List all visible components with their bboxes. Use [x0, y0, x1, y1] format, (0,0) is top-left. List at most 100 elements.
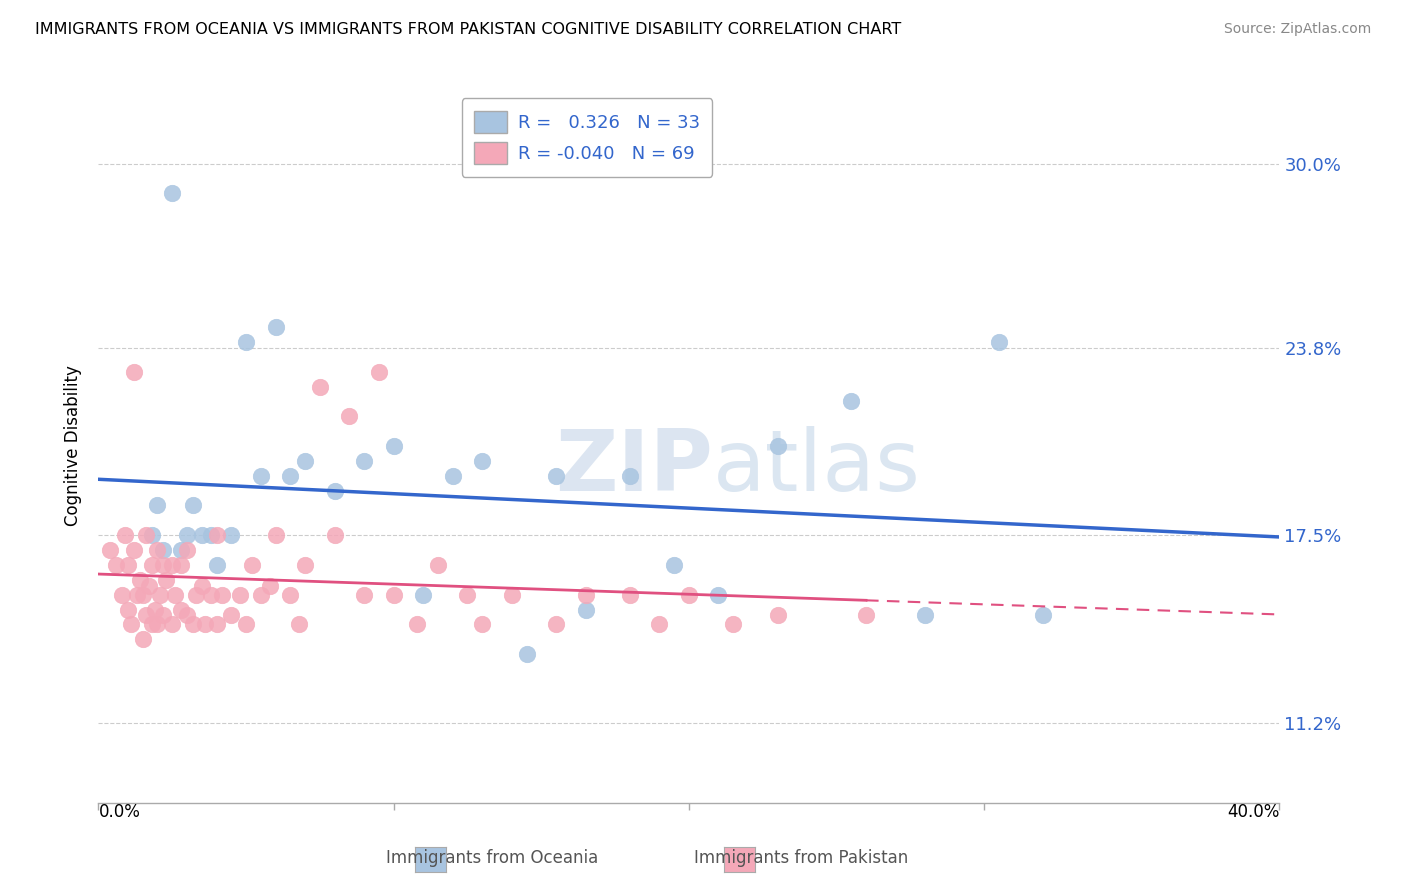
Point	[648, 617, 671, 632]
Point	[664, 558, 686, 572]
Point	[162, 186, 183, 201]
Point	[128, 573, 150, 587]
Point	[146, 543, 169, 558]
Point	[259, 579, 281, 593]
Text: 40.0%: 40.0%	[1227, 803, 1279, 821]
Legend: R =   0.326   N = 33, R = -0.040   N = 69: R = 0.326 N = 33, R = -0.040 N = 69	[461, 98, 713, 177]
Point	[141, 558, 163, 572]
Point	[117, 558, 139, 572]
Point	[382, 439, 405, 453]
Text: IMMIGRANTS FROM OCEANIA VS IMMIGRANTS FROM PAKISTAN COGNITIVE DISABILITY CORRELA: IMMIGRANTS FROM OCEANIA VS IMMIGRANTS FR…	[35, 22, 901, 37]
Point	[546, 617, 568, 632]
Point	[191, 528, 214, 542]
Point	[278, 468, 302, 483]
Point	[441, 468, 464, 483]
Point	[105, 558, 128, 572]
Point	[288, 617, 311, 632]
Point	[250, 588, 273, 602]
Point	[125, 588, 148, 602]
Point	[135, 528, 157, 542]
Point	[471, 617, 494, 632]
Point	[619, 588, 641, 602]
Point	[155, 573, 177, 587]
Point	[501, 588, 523, 602]
Point	[146, 617, 169, 632]
Point	[619, 468, 641, 483]
Point	[184, 588, 207, 602]
Point	[574, 602, 596, 616]
Point	[264, 320, 287, 334]
Point	[229, 588, 252, 602]
Point	[219, 608, 242, 623]
Point	[170, 602, 193, 616]
Point	[382, 588, 405, 602]
Point	[122, 543, 145, 558]
Point	[309, 379, 332, 393]
Point	[456, 588, 478, 602]
Point	[353, 454, 375, 468]
Point	[138, 579, 160, 593]
Point	[250, 468, 273, 483]
Point	[146, 499, 169, 513]
Point	[170, 558, 193, 572]
Point	[368, 365, 391, 379]
Point	[132, 632, 155, 647]
Point	[914, 608, 936, 623]
Point	[200, 528, 222, 542]
Point	[294, 454, 316, 468]
Point	[205, 528, 228, 542]
Point	[205, 558, 228, 572]
Point	[427, 558, 450, 572]
Point	[723, 617, 745, 632]
Point	[141, 617, 163, 632]
Text: atlas: atlas	[713, 425, 921, 509]
Point	[766, 608, 789, 623]
Point	[162, 617, 183, 632]
Text: Immigrants from Pakistan: Immigrants from Pakistan	[695, 849, 908, 867]
Point	[339, 409, 360, 424]
Point	[176, 608, 198, 623]
Point	[264, 528, 287, 542]
Text: Immigrants from Oceania: Immigrants from Oceania	[387, 849, 598, 867]
Point	[240, 558, 263, 572]
Point	[170, 543, 193, 558]
Point	[412, 588, 434, 602]
Point	[855, 608, 877, 623]
Point	[678, 588, 700, 602]
Point	[191, 579, 214, 593]
Point	[111, 588, 134, 602]
Point	[152, 558, 174, 572]
Point	[235, 334, 257, 349]
Point	[135, 608, 157, 623]
Point	[766, 439, 789, 453]
Point	[181, 499, 204, 513]
Point	[1032, 608, 1054, 623]
Point	[98, 543, 121, 558]
Point	[353, 588, 375, 602]
Point	[471, 454, 494, 468]
Text: Source: ZipAtlas.com: Source: ZipAtlas.com	[1223, 22, 1371, 37]
Point	[211, 588, 233, 602]
Point	[114, 528, 136, 542]
Point	[165, 588, 187, 602]
Point	[122, 365, 145, 379]
Point	[574, 588, 596, 602]
Point	[181, 617, 204, 632]
Point	[406, 617, 429, 632]
Point	[176, 543, 198, 558]
Point	[707, 588, 730, 602]
Point	[149, 588, 172, 602]
Point	[176, 528, 198, 542]
Point	[120, 617, 142, 632]
Point	[152, 543, 174, 558]
Point	[546, 468, 568, 483]
Point	[162, 558, 183, 572]
Point	[987, 334, 1010, 349]
Point	[152, 608, 174, 623]
Point	[278, 588, 302, 602]
Point	[194, 617, 217, 632]
Point	[323, 528, 346, 542]
Point	[205, 617, 228, 632]
Point	[323, 483, 346, 498]
Y-axis label: Cognitive Disability: Cognitive Disability	[65, 366, 83, 526]
